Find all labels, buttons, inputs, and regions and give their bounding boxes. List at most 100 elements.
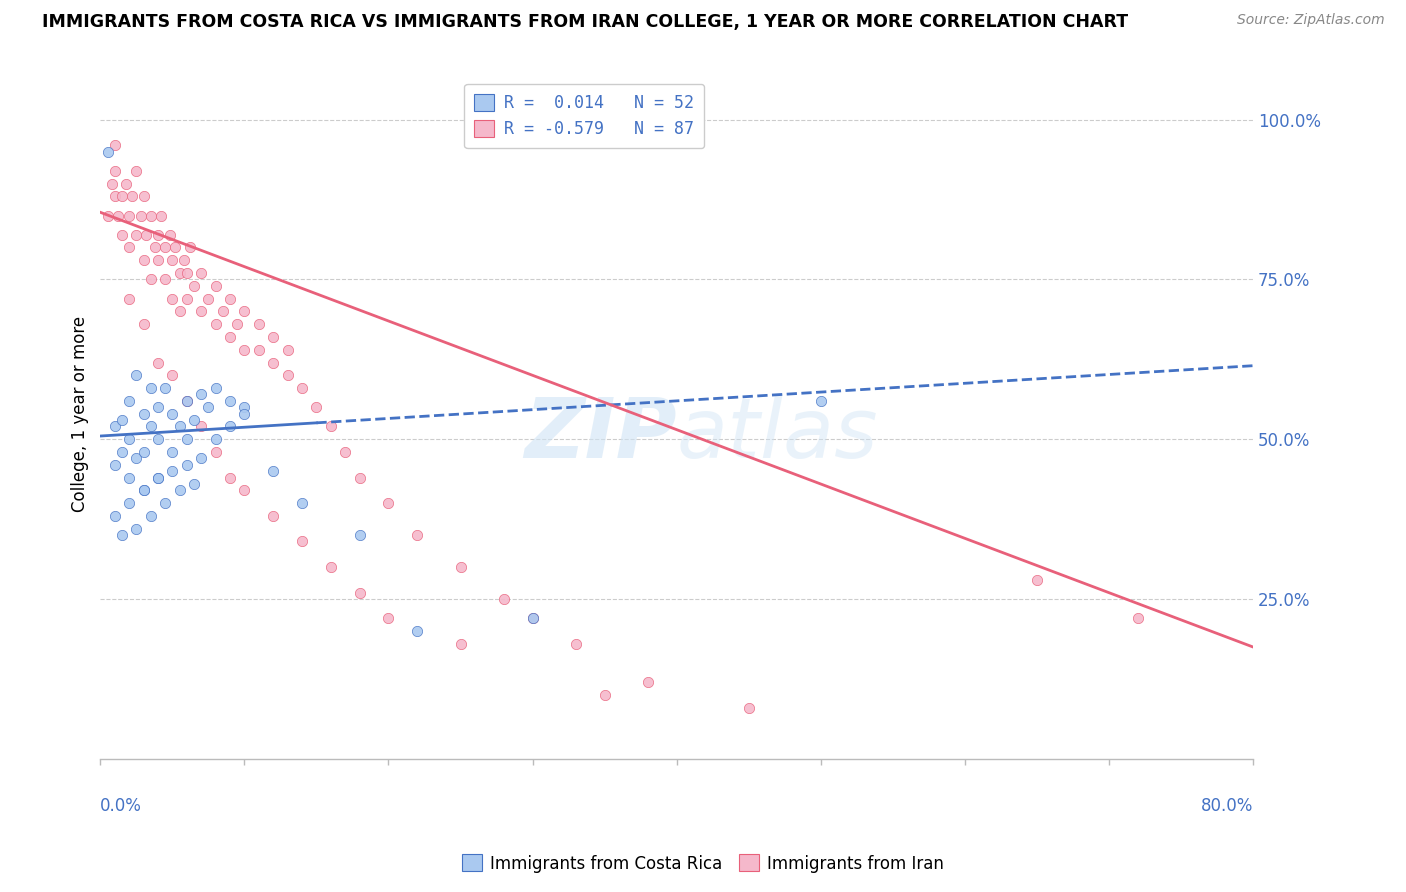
Point: [165, 240, 187, 254]
Point: [118, 496, 141, 510]
Point: [139, 419, 162, 434]
Point: [183, 477, 205, 491]
Point: [139, 508, 162, 523]
Point: [162, 445, 184, 459]
Point: [349, 528, 371, 542]
Point: [277, 368, 299, 383]
Point: [219, 330, 242, 344]
Point: [179, 240, 201, 254]
Point: [159, 227, 181, 242]
Point: [450, 560, 472, 574]
Point: [96, 209, 118, 223]
Point: [377, 496, 399, 510]
Point: [146, 470, 169, 484]
Point: [132, 317, 155, 331]
Point: [169, 304, 191, 318]
Point: [125, 227, 148, 242]
Point: [564, 637, 586, 651]
Point: [593, 688, 616, 702]
Point: [219, 292, 242, 306]
Point: [162, 253, 184, 268]
Point: [305, 401, 328, 415]
Point: [132, 483, 155, 498]
Point: [162, 368, 184, 383]
Point: [190, 304, 212, 318]
Point: [132, 407, 155, 421]
Point: [111, 528, 134, 542]
Point: [146, 470, 169, 484]
Point: [377, 611, 399, 625]
Point: [277, 343, 299, 357]
Point: [111, 189, 134, 203]
Point: [139, 209, 162, 223]
Point: [247, 317, 270, 331]
Point: [173, 253, 195, 268]
Point: [146, 355, 169, 369]
Point: [319, 419, 342, 434]
Point: [139, 272, 162, 286]
Point: [335, 445, 357, 459]
Point: [129, 209, 152, 223]
Point: [104, 163, 127, 178]
Point: [153, 272, 176, 286]
Point: [143, 240, 166, 254]
Point: [204, 432, 226, 446]
Point: [162, 407, 184, 421]
Point: [176, 458, 198, 472]
Point: [219, 393, 242, 408]
Point: [132, 445, 155, 459]
Point: [104, 458, 127, 472]
Point: [406, 624, 429, 638]
Point: [101, 177, 124, 191]
Point: [125, 368, 148, 383]
Point: [132, 253, 155, 268]
Legend: R =  0.014   N = 52, R = -0.579   N = 87: R = 0.014 N = 52, R = -0.579 N = 87: [464, 84, 704, 148]
Point: [153, 381, 176, 395]
Point: [146, 253, 169, 268]
Text: ZIP: ZIP: [524, 394, 676, 475]
Point: [169, 266, 191, 280]
Point: [233, 343, 256, 357]
Point: [190, 419, 212, 434]
Point: [406, 528, 429, 542]
Point: [121, 189, 143, 203]
Point: [233, 483, 256, 498]
Point: [118, 432, 141, 446]
Point: [233, 401, 256, 415]
Point: [118, 470, 141, 484]
Point: [118, 393, 141, 408]
Point: [107, 209, 129, 223]
Point: [169, 419, 191, 434]
Point: [125, 522, 148, 536]
Y-axis label: College, 1 year or more: College, 1 year or more: [72, 316, 89, 512]
Point: [176, 393, 198, 408]
Point: [450, 637, 472, 651]
Point: [219, 470, 242, 484]
Point: [233, 407, 256, 421]
Point: [190, 387, 212, 401]
Point: [262, 464, 284, 478]
Point: [183, 413, 205, 427]
Point: [349, 585, 371, 599]
Point: [125, 163, 148, 178]
Text: atlas: atlas: [676, 394, 879, 475]
Point: [153, 496, 176, 510]
Point: [262, 508, 284, 523]
Point: [146, 227, 169, 242]
Point: [176, 292, 198, 306]
Point: [111, 413, 134, 427]
Point: [522, 611, 544, 625]
Text: IMMIGRANTS FROM COSTA RICA VS IMMIGRANTS FROM IRAN COLLEGE, 1 YEAR OR MORE CORRE: IMMIGRANTS FROM COSTA RICA VS IMMIGRANTS…: [42, 13, 1128, 31]
Point: [132, 483, 155, 498]
Text: 80.0%: 80.0%: [1201, 797, 1253, 814]
Point: [637, 675, 659, 690]
Point: [197, 292, 219, 306]
Point: [176, 266, 198, 280]
Point: [125, 451, 148, 466]
Point: [204, 278, 226, 293]
Point: [149, 209, 172, 223]
Point: [104, 189, 127, 203]
Point: [118, 240, 141, 254]
Point: [211, 304, 233, 318]
Point: [291, 381, 314, 395]
